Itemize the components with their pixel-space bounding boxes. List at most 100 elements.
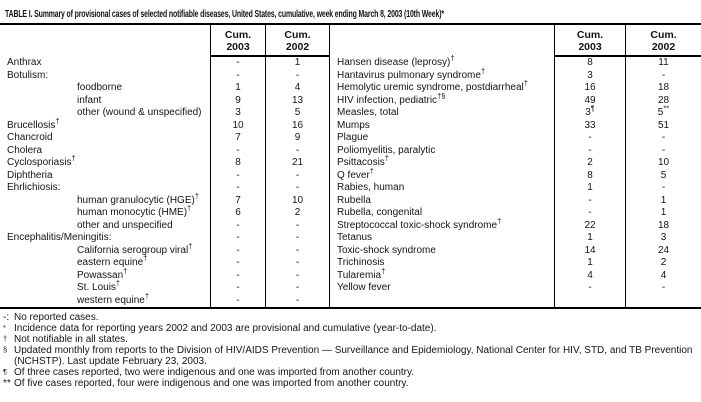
cum-2003-value: - (210, 182, 265, 195)
footnote-measles-2002: ** Of five cases reported, four were indi… (3, 378, 699, 389)
cum-2002-value: - (265, 244, 330, 257)
disease-name: Poliomyelitis, paralytic (337, 144, 436, 156)
cum-2002-value: 16 (265, 119, 330, 132)
cum-2002-value: 9 (265, 132, 330, 145)
footnote-symbol: † (194, 191, 199, 201)
header-spacer-right (330, 25, 554, 57)
cum-2002-value: 28 (625, 94, 701, 107)
cum-2003-value: - (210, 244, 265, 257)
disease-name: St. Louis† (77, 278, 121, 293)
footnote-symbol: ¶ (590, 103, 595, 113)
footnote-symbol: † (71, 153, 76, 163)
header-spacer-left (0, 25, 210, 57)
cum-2003-value: 14 (554, 244, 625, 257)
col-header-cum-label: Cum. (224, 29, 252, 41)
footnote-symbol: † (143, 253, 148, 263)
disease-name: HIV infection, pediatric†§ (337, 91, 446, 106)
disease-name: human monocytic (HME)† (77, 203, 192, 218)
cum-2003-value: 7 (210, 194, 265, 207)
cum-2002-value: - (265, 282, 330, 295)
cum-2002-value: - (265, 269, 330, 282)
cum-2002-value: 4 (265, 82, 330, 95)
footnote-marker: † (3, 334, 8, 343)
disease-name: eastern equine† (77, 253, 148, 268)
cum-2002-value (625, 294, 701, 307)
disease-name: other and unspecified (77, 219, 173, 231)
cum-2002-value: 10 (265, 194, 330, 207)
disease-name: Hantavirus pulmonary syndrome† (337, 66, 486, 81)
col-header-cum-label: Cum. (576, 29, 604, 41)
cum-2003-value: 8 (210, 157, 265, 170)
disease-name: Rubella (337, 194, 371, 206)
col-header-year-label: 2002 (285, 41, 310, 53)
cum-2003-value: 22 (554, 219, 625, 232)
col-header-year-label: 2003 (226, 41, 250, 53)
cum-2002-value: 5 (625, 169, 701, 182)
disease-name: Anthrax (7, 57, 42, 68)
footnote-symbol: † (187, 203, 192, 213)
cum-2002-value: 2 (265, 207, 330, 220)
col-header-year-label: 2002 (651, 41, 676, 53)
footnote-marker: -: (3, 312, 10, 323)
disease-name: other (wound & unspecified) (77, 107, 202, 118)
footnote-marker: § (3, 345, 8, 354)
footnote-symbol: † (497, 216, 502, 226)
disease-name: western equine† (77, 291, 149, 306)
disease-name: Brucellosis† (7, 116, 60, 131)
cum-2002-value: 10 (625, 157, 701, 170)
cum-2002-value: - (265, 69, 330, 82)
cum-2002-value: 11 (625, 57, 701, 70)
cum-2003-value: - (210, 282, 265, 295)
footnote-symbol: † (369, 166, 374, 176)
disease-name: Tetanus (337, 232, 373, 243)
footnote-symbol: †§ (437, 91, 446, 101)
disease-name: Encephalitis/Meningitis: (7, 232, 112, 243)
footnote-symbol: † (523, 78, 528, 88)
col-header-left-cum-2003: Cum. 2003 (210, 25, 265, 57)
cum-2002-value: 3 (625, 232, 701, 245)
footnote-provisional-data: * Incidence data for reporting years 2002… (3, 323, 699, 334)
footnote-marker: ¶ (3, 367, 8, 376)
footnote-text: Incidence data for reporting years 2002 … (14, 323, 437, 334)
footnote-marker: ** (3, 378, 11, 389)
cum-2003-value: 4 (554, 269, 625, 282)
cum-2003-value: 33 (554, 119, 625, 132)
footnote-symbol: † (480, 66, 486, 76)
col-header-right-cum-2003: Cum. 2003 (554, 25, 625, 57)
disease-name: Hemolytic uremic syndrome, postdiarrheal… (337, 78, 528, 93)
cum-2002-value: - (265, 232, 330, 245)
cum-2003-value: - (210, 219, 265, 232)
disease-name: Hansen disease (leprosy)† (337, 53, 455, 68)
cum-2002-value: 5 (265, 107, 330, 120)
cum-2003-value: - (554, 194, 625, 207)
cum-2002-value: 2 (625, 257, 701, 270)
footnote-symbol: † (450, 53, 455, 63)
cum-2002-value: - (265, 144, 330, 157)
cum-2002-value: 1 (265, 57, 330, 70)
cum-2003-value: 2 (554, 157, 625, 170)
cum-2003-value: - (210, 69, 265, 82)
footnote-text: No reported cases. (14, 312, 99, 323)
footnote-symbol: † (381, 266, 386, 276)
footnotes: -: No reported cases. * Incidence data for… (3, 312, 699, 389)
cum-2003-value: 49 (554, 94, 625, 107)
cum-2002-value: 13 (265, 94, 330, 107)
cum-2002-value: 1 (625, 207, 701, 220)
cum-2002-value: 4 (625, 269, 701, 282)
disease-name: Psittacosis† (337, 153, 389, 168)
footnote-not-notifiable: † Not notifiable in all states. (3, 334, 699, 345)
disease-name: Rabies, human (337, 182, 405, 193)
cum-2003-value: - (210, 57, 265, 70)
cum-2002-value: 1 (625, 194, 701, 207)
cum-2003-value: 1 (554, 257, 625, 270)
cum-2002-value: - (265, 169, 330, 182)
col-header-right-cum-2002: Cum. 2002 (625, 25, 701, 57)
cum-2002-value: - (265, 182, 330, 195)
disease-name: Ehrlichiosis: (7, 182, 61, 193)
cum-2003-value: 8 (554, 57, 625, 70)
cum-2002-value: - (265, 294, 330, 307)
disease-name: infant (77, 94, 102, 106)
footnote-symbol: † (144, 291, 149, 301)
footnote-symbol: † (188, 241, 193, 251)
